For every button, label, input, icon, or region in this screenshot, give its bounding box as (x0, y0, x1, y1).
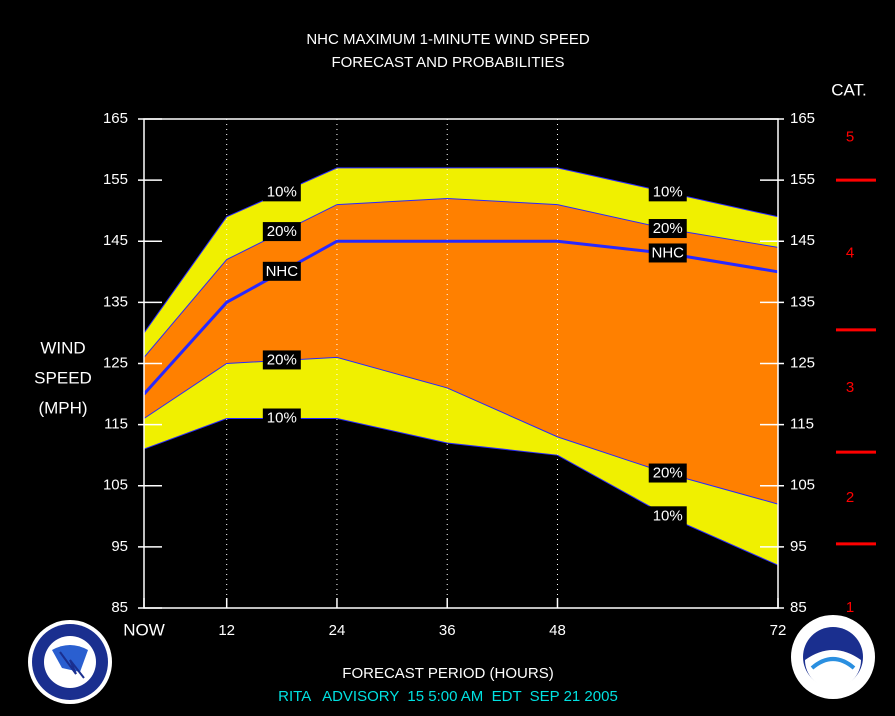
y2-tick-label: 135 (790, 293, 815, 310)
y-tick-label: 135 (103, 293, 128, 310)
y-tick-label: 115 (104, 416, 128, 433)
y2-tick-label: 85 (790, 599, 807, 616)
x-tick-label: 24 (329, 622, 346, 639)
label-box (262, 222, 301, 242)
series-label: 20% (653, 464, 683, 481)
x-tick-label: 48 (549, 622, 566, 639)
series-label: 10% (653, 183, 683, 200)
y2-tick-label: 155 (790, 171, 815, 188)
label-box (648, 463, 687, 483)
y2-tick-label: 115 (790, 416, 814, 433)
y-axis-label: SPEED (34, 368, 92, 387)
x-axis-label: FORECAST PERIOD (HOURS) (342, 665, 553, 682)
category-label: 3 (846, 379, 854, 396)
y2-tick-label: 165 (790, 110, 815, 127)
category-label: 4 (846, 244, 854, 261)
label-box (262, 408, 301, 428)
label-box (648, 243, 687, 263)
x-tick-label: 36 (439, 622, 456, 639)
series-label: NHC (266, 263, 299, 280)
series-label: 10% (653, 507, 683, 524)
series-label: 20% (267, 351, 297, 368)
category-label: 2 (846, 489, 854, 506)
chart-subtitle: FORECAST AND PROBABILITIES (331, 54, 564, 71)
category-label: 1 (846, 599, 854, 616)
x-tick-label: 72 (770, 622, 787, 639)
y2-tick-label: 145 (790, 232, 815, 249)
series-label: NHC (651, 244, 684, 261)
label-box (648, 219, 687, 239)
x-tick-label: NOW (123, 620, 165, 639)
category-title: CAT. (831, 80, 867, 99)
y2-tick-label: 95 (790, 538, 807, 555)
y2-tick-label: 125 (790, 354, 815, 371)
x-tick-label: 12 (218, 622, 235, 639)
y-tick-label: 165 (103, 110, 128, 127)
y-tick-label: 125 (103, 354, 128, 371)
label-box (262, 182, 301, 202)
y2-tick-label: 105 (790, 477, 815, 494)
category-label: 5 (846, 128, 854, 145)
nws-logo (28, 620, 112, 704)
label-box (648, 182, 687, 202)
label-box (648, 506, 687, 526)
chart-title: NHC MAXIMUM 1-MINUTE WIND SPEED (306, 31, 590, 48)
footer: RITA ADVISORY 15 5:00 AM EDT SEP 21 2005 (278, 688, 618, 705)
series-label: 20% (653, 220, 683, 237)
y-axis-label: (MPH) (38, 398, 87, 417)
series-label: 10% (267, 183, 297, 200)
y-tick-label: 85 (111, 599, 128, 616)
probability-band (144, 198, 778, 505)
y-tick-label: 145 (103, 232, 128, 249)
y-axis-label: WIND (40, 338, 85, 357)
y-tick-label: 95 (111, 538, 128, 555)
y-tick-label: 105 (103, 477, 128, 494)
label-box (262, 261, 301, 281)
y-tick-label: 155 (103, 171, 128, 188)
label-box (262, 350, 301, 370)
series-label: 10% (267, 409, 297, 426)
series-label: 20% (267, 223, 297, 240)
noaa-logo (791, 615, 875, 699)
